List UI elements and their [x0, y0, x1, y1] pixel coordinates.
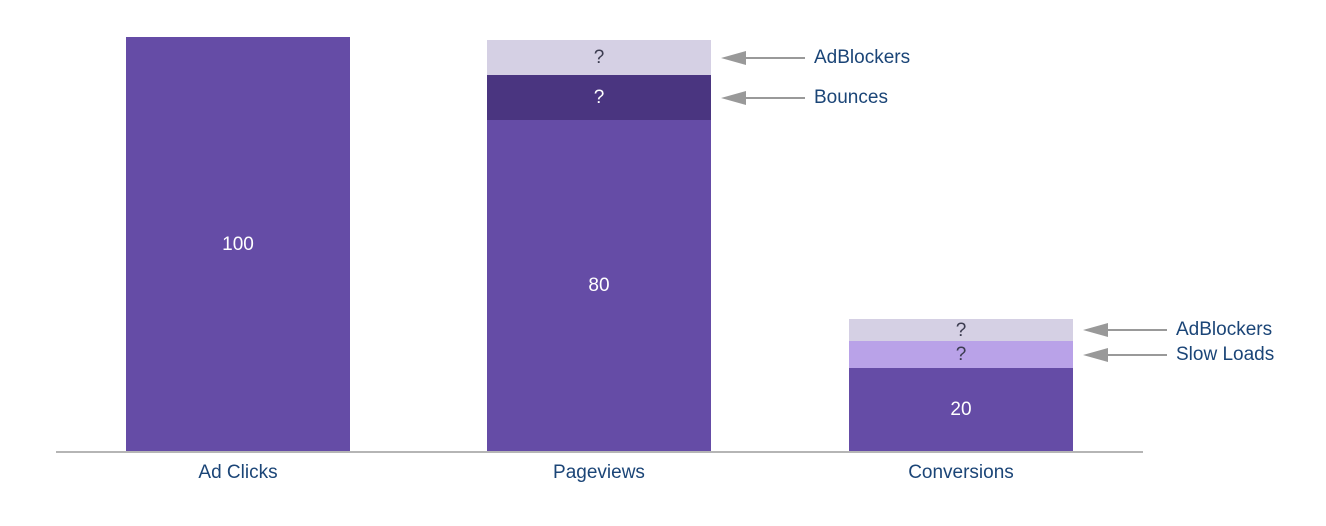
left-arrow-icon: [1083, 347, 1108, 362]
category-label-ad-clicks: Ad Clicks: [198, 462, 278, 483]
left-arrow-icon: [721, 90, 746, 105]
annotation-label-slow-loads: Slow Loads: [1176, 343, 1275, 365]
annotation-label-adblockers: AdBlockers: [814, 46, 911, 68]
left-arrow-icon: [721, 50, 746, 65]
x-axis-line: [56, 451, 1143, 453]
bar-value-label: 20: [950, 399, 972, 420]
arrow-line: [1106, 353, 1167, 356]
bar-value-label: ?: [955, 319, 967, 341]
bar-segment-pageviews-adblockers: ?: [487, 40, 711, 75]
bar-value-label: 80: [588, 275, 610, 296]
left-arrow-icon: [1083, 323, 1108, 337]
arrow-line: [1106, 329, 1167, 331]
bar-segment-pageviews-pageviews-value: 80: [487, 120, 711, 451]
annotation-label-adblockers: AdBlockers: [1176, 319, 1273, 340]
category-label-pageviews: Pageviews: [553, 462, 645, 483]
bar-value-label: ?: [593, 87, 605, 108]
category-label-conversions: Conversions: [908, 462, 1014, 483]
bar-value-label: ?: [593, 47, 605, 68]
arrow-line: [744, 96, 805, 99]
bar-value-label: ?: [955, 344, 967, 365]
bar-segment-pageviews-bounces: ?: [487, 75, 711, 120]
bar-value-label: 100: [222, 233, 254, 255]
bar-segment-conversions-adblockers: ?: [849, 319, 1073, 341]
arrow-line: [744, 56, 805, 59]
annotation-label-bounces: Bounces: [814, 86, 888, 108]
bar-segment-ad-clicks-ad-clicks-value: 100: [126, 37, 350, 451]
bar-segment-conversions-conversions-value: 20: [849, 368, 1073, 451]
bar-segment-conversions-slow-loads: ?: [849, 341, 1073, 368]
